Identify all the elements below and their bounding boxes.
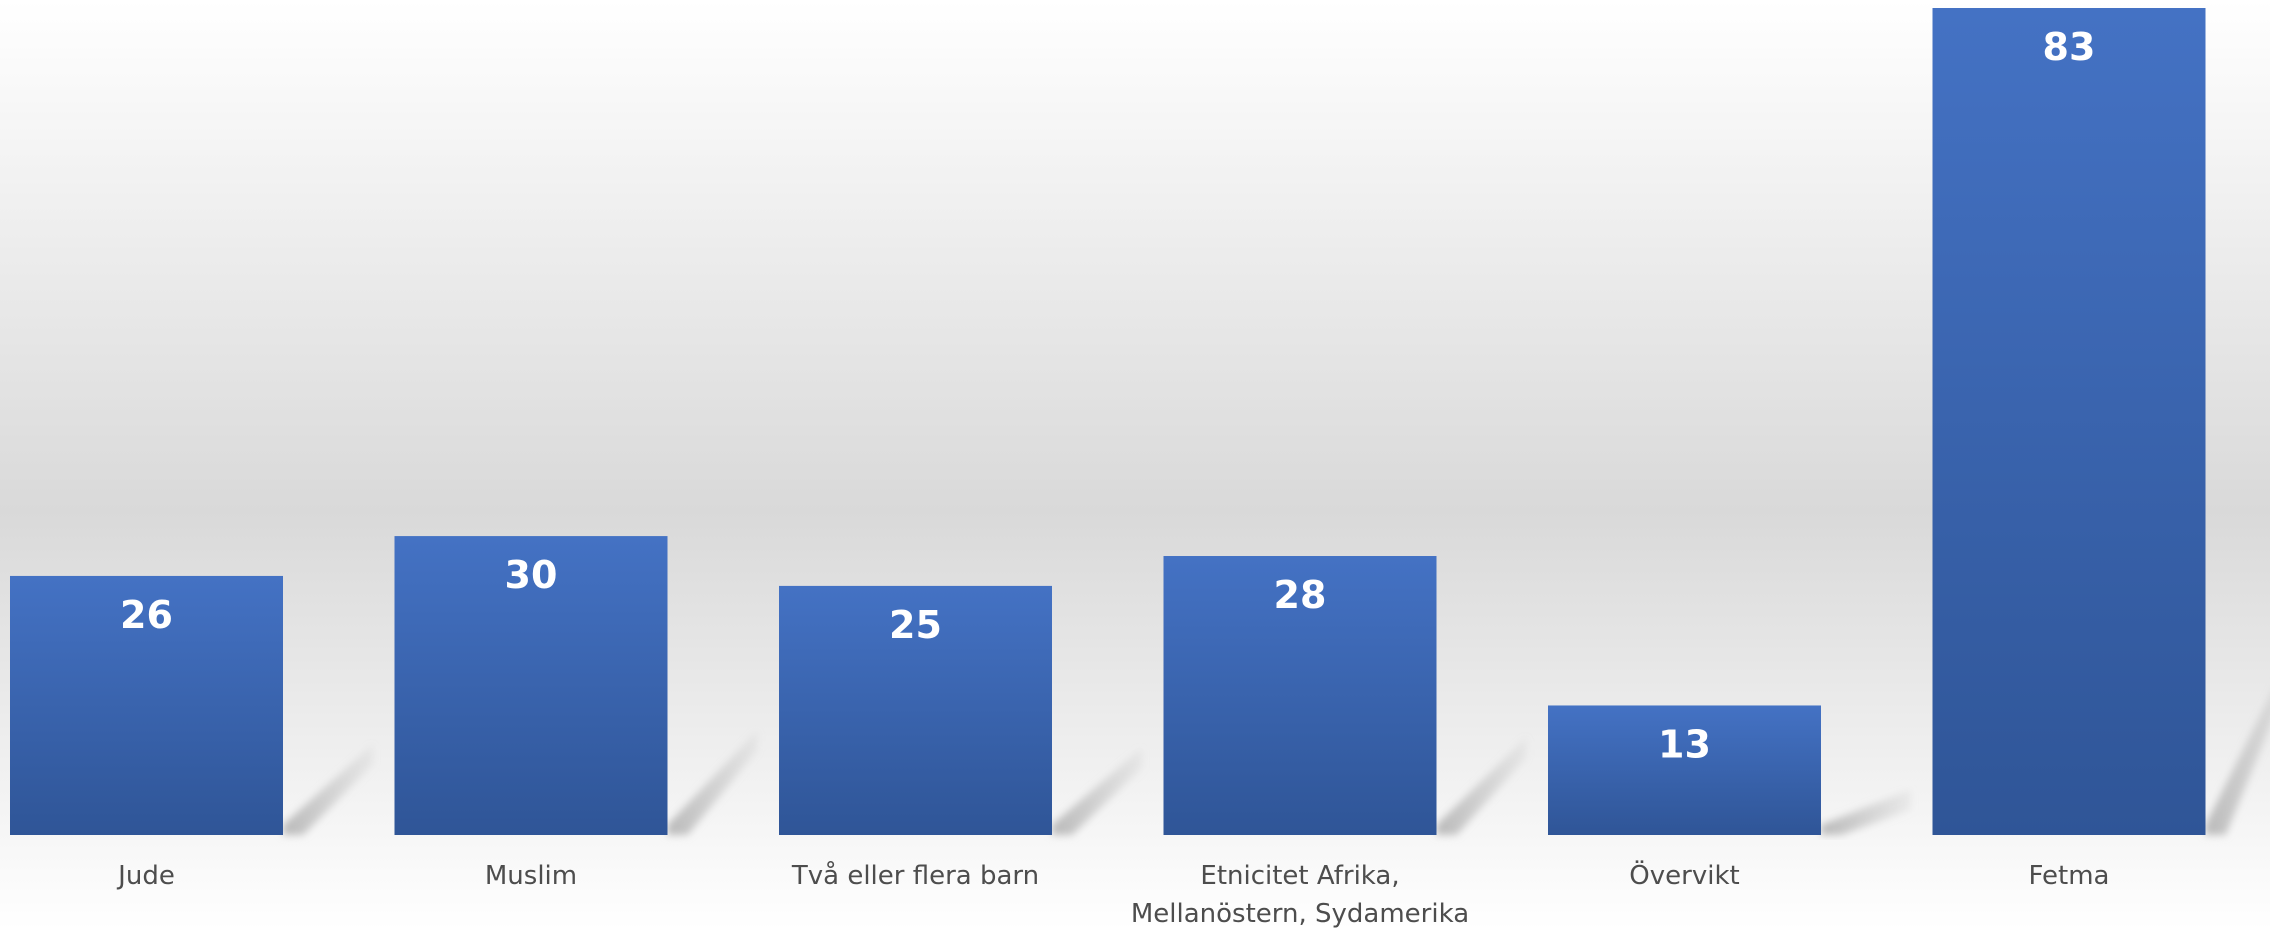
bar-2 bbox=[394, 536, 668, 835]
bar-shadow bbox=[283, 744, 373, 835]
bar-5 bbox=[1548, 705, 1821, 835]
category-label-line: Övervikt bbox=[1629, 859, 1739, 891]
category-label-line: Mellanöstern, Sydamerika bbox=[1131, 899, 1469, 929]
data-label: 13 bbox=[1658, 722, 1711, 766]
category-label-line: Jude bbox=[116, 861, 175, 891]
data-label: 28 bbox=[1274, 573, 1327, 617]
bar-shadow bbox=[667, 730, 758, 835]
bar-shadow bbox=[2205, 696, 2270, 835]
bar-3 bbox=[779, 585, 1052, 835]
category-labels: Jude Muslim Två eller flera barn Etnicitet … bbox=[116, 859, 2109, 929]
data-label: 83 bbox=[2043, 25, 2096, 69]
category-label-line: Fetma bbox=[2029, 861, 2110, 891]
category-label: Jude bbox=[116, 861, 175, 891]
data-label: 26 bbox=[120, 593, 173, 637]
category-label: Två eller flera barn bbox=[791, 860, 1039, 891]
data-label: 30 bbox=[505, 553, 558, 597]
bar-shadow bbox=[1436, 737, 1527, 835]
category-label: Muslim bbox=[485, 861, 577, 891]
bar-shadow bbox=[1052, 747, 1142, 835]
bar-6 bbox=[1932, 8, 2206, 835]
category-label: Fetma bbox=[2029, 861, 2110, 891]
category-label-line: Två eller flera barn bbox=[791, 860, 1039, 891]
bar-shadows bbox=[283, 696, 2270, 835]
bar-shadow bbox=[1821, 789, 1911, 835]
category-label: Etnicitet Afrika, Mellanöstern, Sydamerik… bbox=[1131, 861, 1469, 929]
data-label: 25 bbox=[889, 603, 942, 647]
value-labels: 26 30 25 28 13 83 bbox=[120, 25, 2095, 766]
category-label-line: Etnicitet Afrika, bbox=[1200, 861, 1399, 891]
bar-4 bbox=[1163, 556, 1437, 835]
bar-1 bbox=[10, 575, 283, 835]
bars bbox=[10, 8, 2206, 835]
category-label-line: Muslim bbox=[485, 861, 577, 891]
category-label: Övervikt bbox=[1629, 859, 1739, 891]
